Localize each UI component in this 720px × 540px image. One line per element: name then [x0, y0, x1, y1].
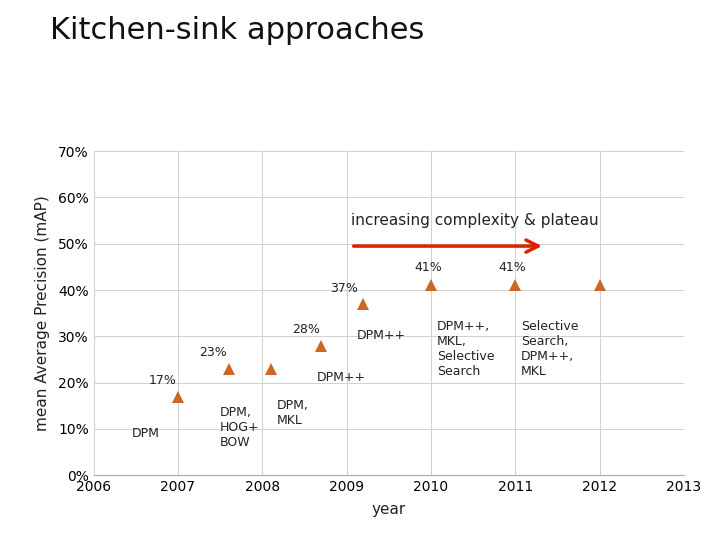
Text: DPM: DPM: [132, 427, 159, 440]
Text: Selective
Search,
DPM++,
MKL: Selective Search, DPM++, MKL: [521, 320, 579, 378]
Text: 41%: 41%: [498, 261, 526, 274]
Text: 17%: 17%: [148, 374, 176, 387]
Text: increasing complexity & plateau: increasing complexity & plateau: [351, 213, 598, 227]
Text: DPM,
HOG+
BOW: DPM, HOG+ BOW: [220, 406, 260, 449]
Y-axis label: mean Average Precision (mAP): mean Average Precision (mAP): [35, 195, 50, 431]
Text: DPM,
MKL: DPM, MKL: [276, 399, 308, 427]
X-axis label: year: year: [372, 502, 406, 517]
Text: DPM++: DPM++: [317, 371, 366, 384]
Text: 41%: 41%: [414, 261, 442, 274]
Text: 28%: 28%: [292, 323, 320, 336]
Text: DPM++,
MKL,
Selective
Search: DPM++, MKL, Selective Search: [437, 320, 495, 378]
Text: Kitchen-sink approaches: Kitchen-sink approaches: [50, 16, 425, 45]
Text: 23%: 23%: [199, 347, 227, 360]
Text: DPM++: DPM++: [356, 329, 406, 342]
Text: 37%: 37%: [330, 282, 358, 295]
